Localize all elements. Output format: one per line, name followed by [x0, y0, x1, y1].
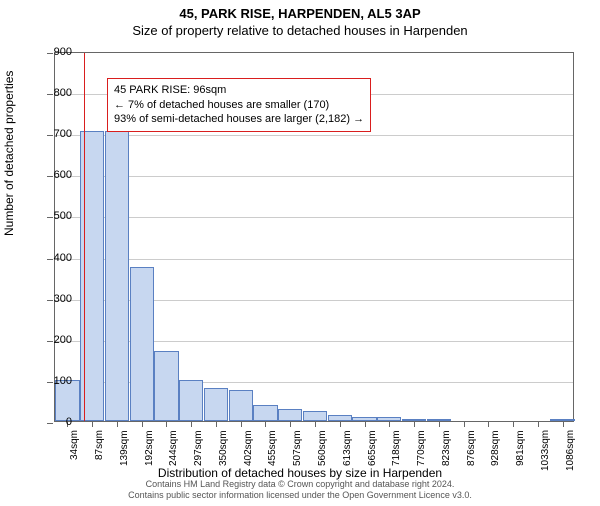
x-tick — [216, 422, 217, 427]
x-tick — [290, 422, 291, 427]
x-tick — [389, 422, 390, 427]
y-axis-label: Number of detached properties — [2, 71, 16, 236]
y-tick-label: 200 — [32, 334, 72, 346]
histogram-bar — [130, 267, 154, 421]
x-tick — [513, 422, 514, 427]
x-tick — [340, 422, 341, 427]
gridline — [55, 135, 573, 136]
x-tick — [241, 422, 242, 427]
x-tick — [365, 422, 366, 427]
x-tick — [117, 422, 118, 427]
credits-line1: Contains HM Land Registry data © Crown c… — [146, 479, 455, 489]
y-tick-label: 900 — [32, 46, 72, 58]
credits-line2: Contains public sector information licen… — [128, 490, 472, 500]
y-tick-label: 800 — [32, 87, 72, 99]
y-tick-label: 500 — [32, 210, 72, 222]
histogram-bar — [229, 390, 253, 421]
x-tick — [265, 422, 266, 427]
y-tick-label: 400 — [32, 252, 72, 264]
y-tick-label: 100 — [32, 375, 72, 387]
x-tick — [464, 422, 465, 427]
x-tick — [563, 422, 564, 427]
histogram-bar — [105, 131, 129, 421]
x-tick — [414, 422, 415, 427]
annotation-line: 45 PARK RISE: 96sqm — [114, 83, 364, 98]
plot-area: 45 PARK RISE: 96sqm← 7% of detached hous… — [54, 52, 574, 422]
y-tick-label: 300 — [32, 293, 72, 305]
histogram-bar — [377, 417, 401, 421]
x-tick — [142, 422, 143, 427]
histogram-bar — [154, 351, 178, 421]
credits: Contains HM Land Registry data © Crown c… — [0, 479, 600, 502]
histogram-bar — [550, 419, 574, 421]
histogram-bar — [402, 419, 426, 421]
histogram-bar — [303, 411, 327, 421]
y-tick-label: 700 — [32, 128, 72, 140]
annotation-box: 45 PARK RISE: 96sqm← 7% of detached hous… — [107, 78, 371, 133]
page-title: 45, PARK RISE, HARPENDEN, AL5 3AP — [0, 6, 600, 21]
x-tick — [538, 422, 539, 427]
histogram-bar — [427, 419, 451, 421]
chart-container: 45 PARK RISE: 96sqm← 7% of detached hous… — [54, 52, 574, 422]
x-tick — [166, 422, 167, 427]
histogram-bar — [179, 380, 203, 421]
page-subtitle: Size of property relative to detached ho… — [0, 23, 600, 38]
histogram-bar — [253, 405, 277, 421]
x-tick — [191, 422, 192, 427]
histogram-bar — [278, 409, 302, 421]
x-tick — [439, 422, 440, 427]
annotation-line: 93% of semi-detached houses are larger (… — [114, 112, 364, 127]
x-tick — [488, 422, 489, 427]
marker-line — [84, 53, 85, 421]
y-tick-label: 600 — [32, 169, 72, 181]
gridline — [55, 259, 573, 260]
x-tick — [92, 422, 93, 427]
histogram-bar — [352, 417, 376, 421]
x-tick — [315, 422, 316, 427]
annotation-line: ← 7% of detached houses are smaller (170… — [114, 98, 364, 113]
gridline — [55, 217, 573, 218]
histogram-bar — [328, 415, 352, 421]
gridline — [55, 176, 573, 177]
histogram-bar — [204, 388, 228, 421]
y-tick-label: 0 — [32, 416, 72, 428]
